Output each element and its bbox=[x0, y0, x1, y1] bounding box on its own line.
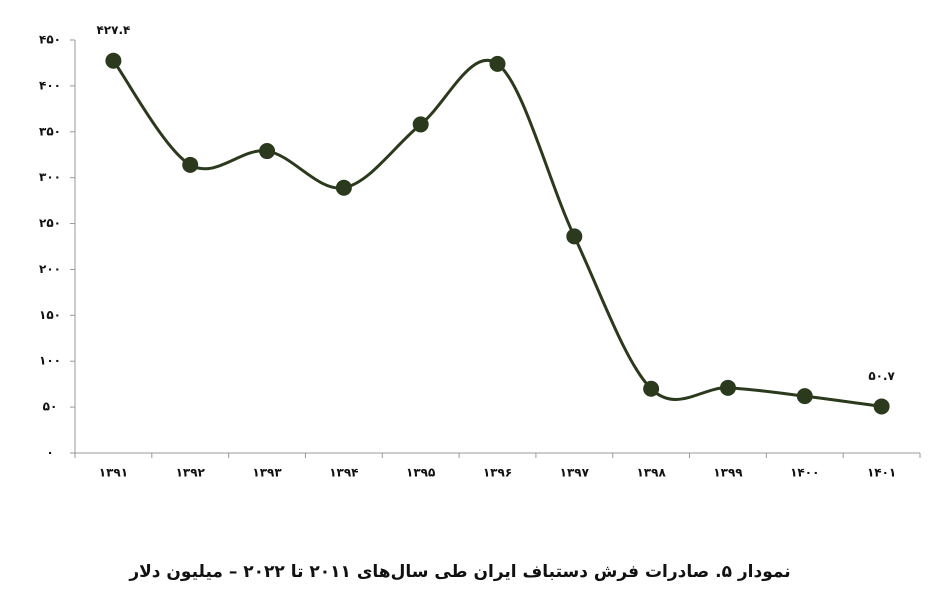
point bbox=[182, 156, 199, 173]
y-tick-label: ۲۵۰ bbox=[39, 216, 61, 230]
point bbox=[259, 143, 276, 160]
y-tick-label: ۴۵۰ bbox=[39, 33, 61, 47]
x-tick-label: ۱۳۹۵ bbox=[406, 466, 435, 480]
point bbox=[719, 379, 736, 396]
point bbox=[489, 55, 506, 72]
x-tick-label: ۱۴۰۰ bbox=[790, 466, 819, 480]
y-tick-label: ۰ bbox=[46, 446, 53, 460]
y-tick-label: ۴۰۰ bbox=[39, 78, 61, 92]
x-tick-label: ۱۳۹۷ bbox=[560, 466, 590, 480]
point bbox=[566, 228, 583, 245]
point bbox=[796, 388, 813, 405]
y-tick-label: ۱۰۰ bbox=[39, 354, 61, 368]
point bbox=[643, 380, 660, 397]
data-label: ۵۰.۷ bbox=[868, 369, 895, 383]
x-tick-label: ۱۴۰۱ bbox=[867, 466, 896, 480]
point bbox=[335, 179, 352, 196]
chart-title: نمودار ۵. صادرات فرش دستباف ایران طی سال… bbox=[128, 562, 790, 582]
y-tick-label: ۵۰ bbox=[43, 400, 58, 414]
y-tick-label: ۳۵۰ bbox=[39, 124, 61, 138]
y-tick-label: ۳۰۰ bbox=[39, 170, 61, 184]
data-label: ۴۲۷.۴ bbox=[96, 23, 130, 37]
x-tick-label: ۱۳۹۶ bbox=[483, 466, 512, 480]
x-tick-label: ۱۳۹۳ bbox=[252, 466, 282, 480]
point bbox=[873, 398, 890, 415]
y-tick-label: ۱۵۰ bbox=[39, 308, 61, 322]
x-tick-label: ۱۳۹۴ bbox=[329, 466, 358, 480]
x-tick-label: ۱۳۹۱ bbox=[99, 466, 128, 480]
point bbox=[105, 52, 122, 69]
x-tick-label: ۱۳۹۹ bbox=[713, 466, 743, 480]
point bbox=[412, 116, 429, 133]
y-tick-label: ۲۰۰ bbox=[39, 262, 61, 276]
x-tick-label: ۱۳۹۲ bbox=[176, 466, 206, 480]
x-tick-label: ۱۳۹۸ bbox=[636, 466, 666, 480]
line bbox=[112, 58, 882, 408]
